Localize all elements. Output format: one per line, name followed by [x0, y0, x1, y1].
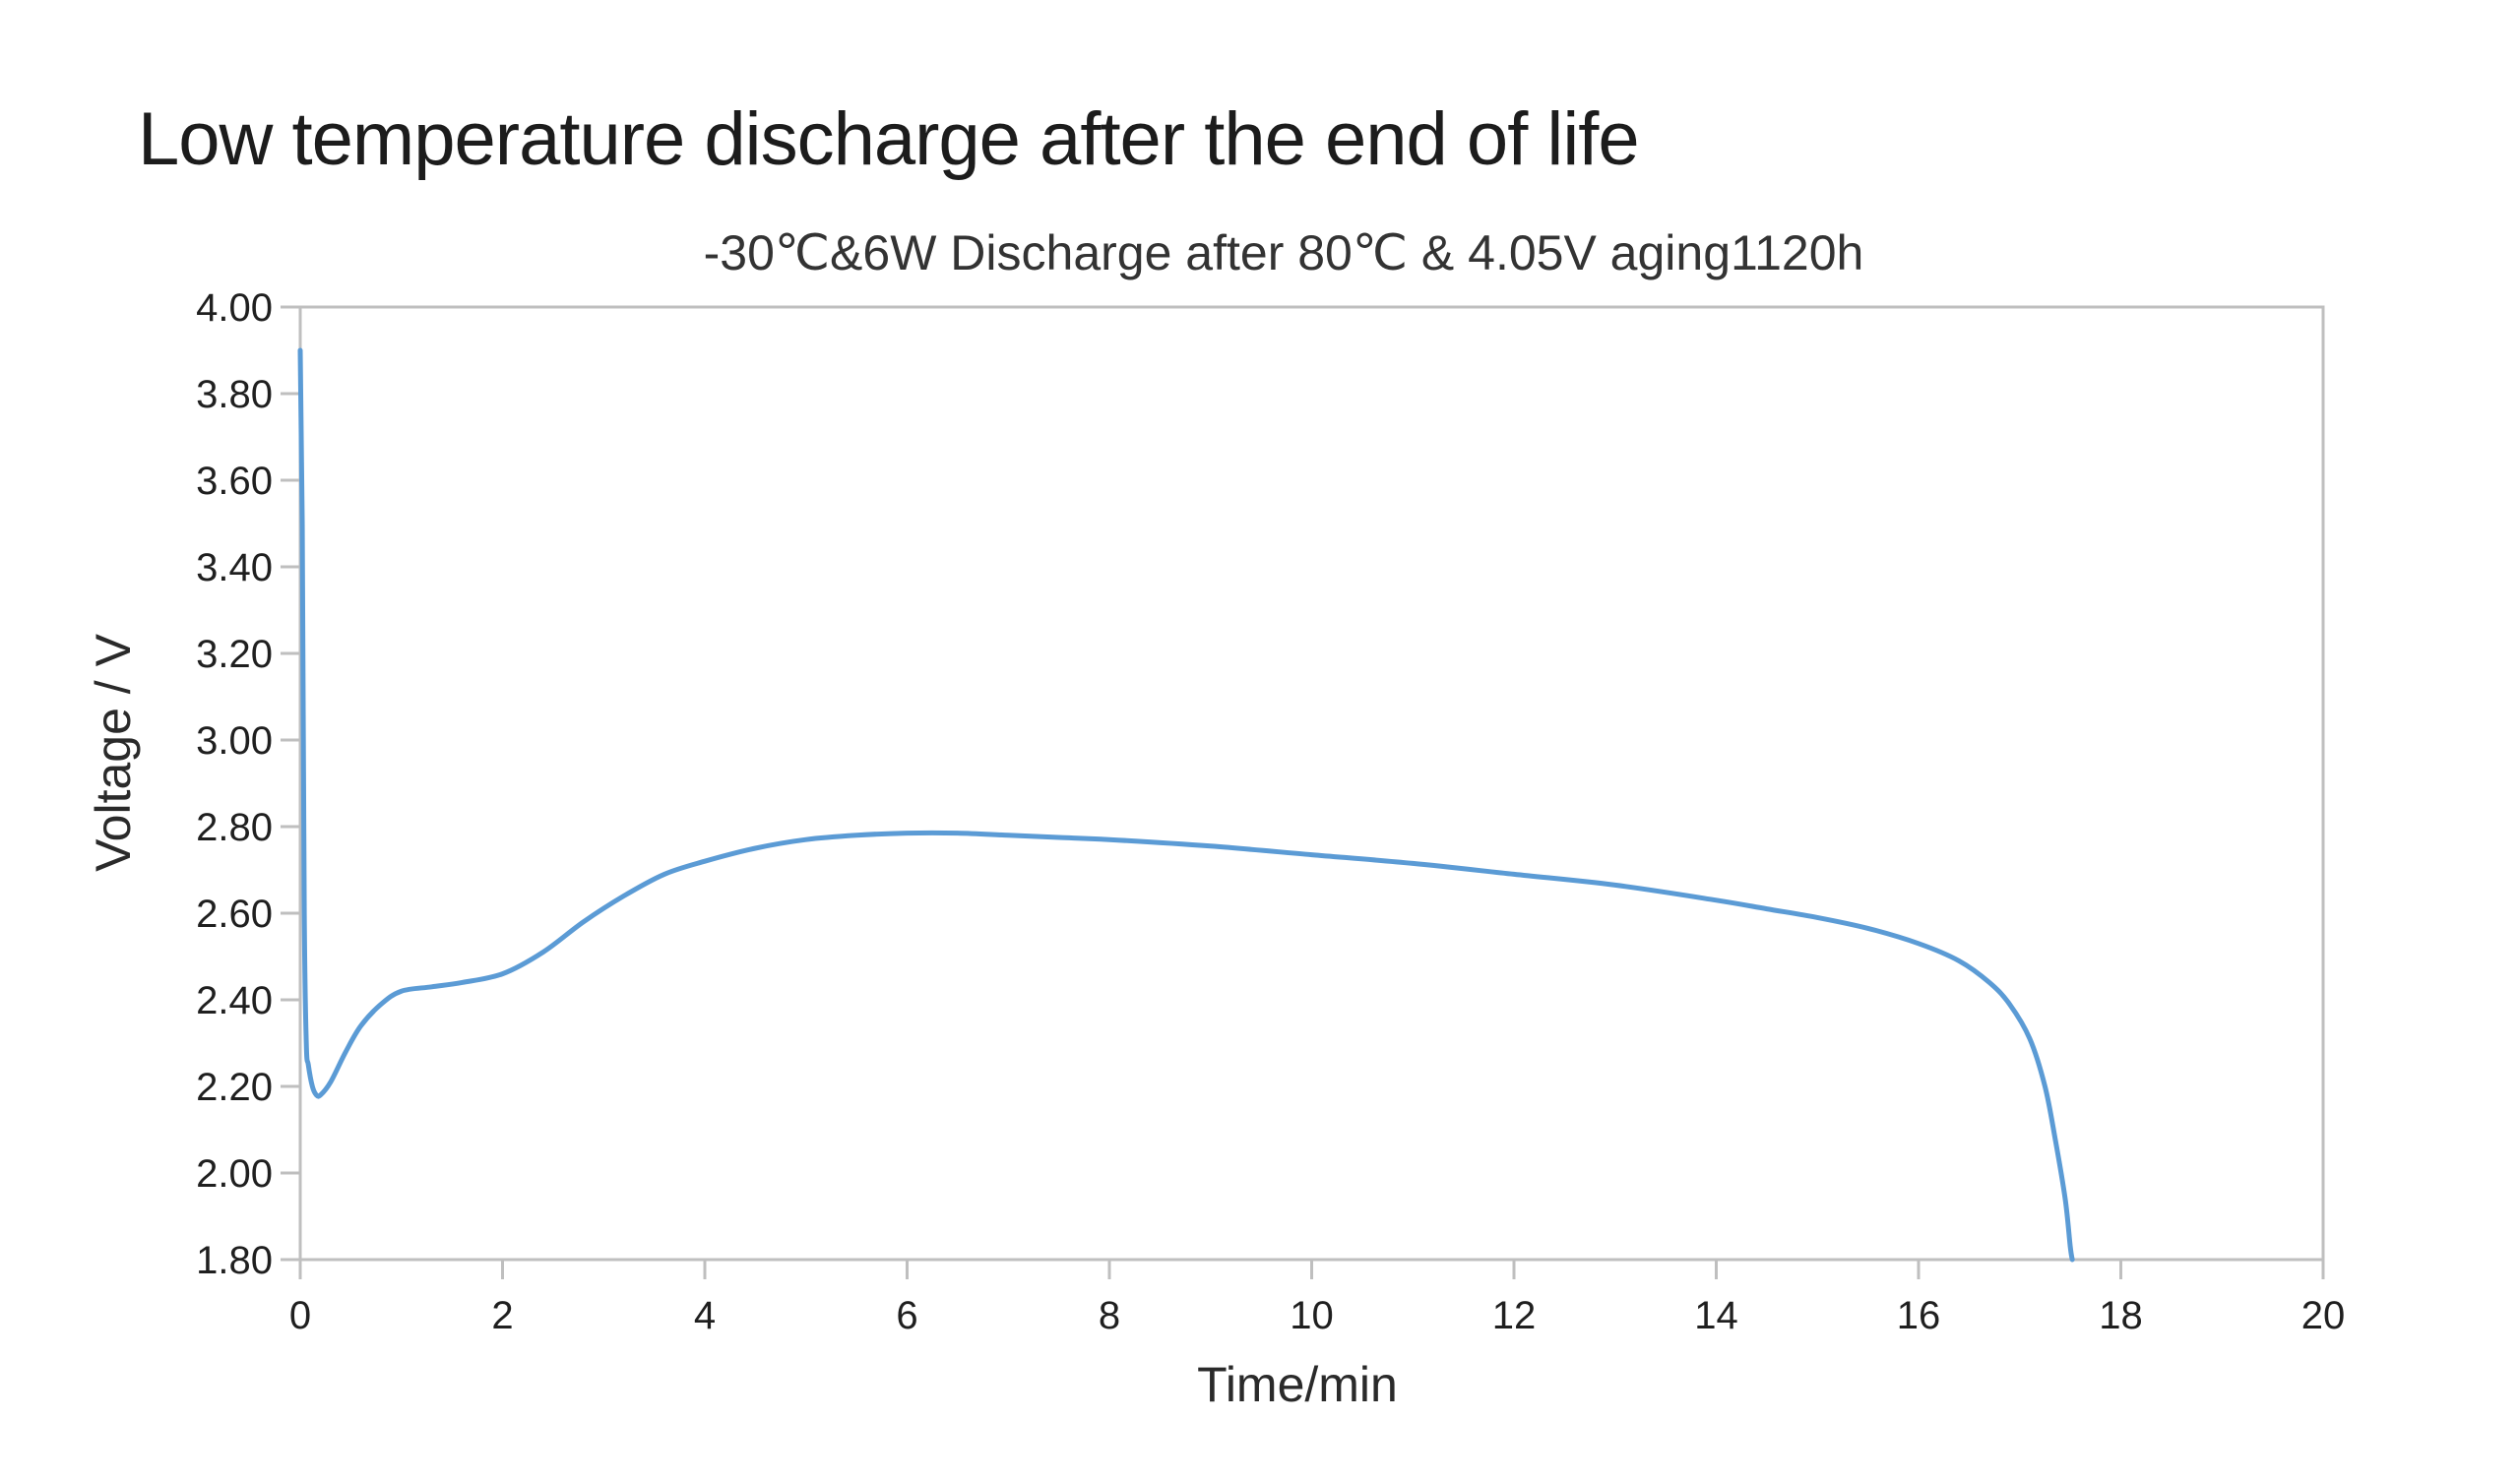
x-tick-label: 20 — [2301, 1294, 2346, 1337]
y-tick-label: 1.80 — [196, 1239, 273, 1282]
x-tick-label: 14 — [1694, 1294, 1738, 1337]
y-tick-label: 3.40 — [196, 546, 273, 589]
y-tick-label: 2.00 — [196, 1152, 273, 1196]
plot-area-border — [298, 305, 2325, 1262]
chart-title: -30℃&6W Discharge after 80℃ & 4.05V agin… — [704, 225, 1864, 280]
y-tick-label: 3.00 — [196, 719, 273, 763]
x-tick-label: 2 — [491, 1294, 513, 1337]
x-tick-label: 4 — [694, 1294, 716, 1337]
y-axis-title: Voltage / V — [86, 633, 141, 871]
x-tick-label: 6 — [896, 1294, 917, 1337]
x-tick-label: 0 — [289, 1294, 311, 1337]
x-tick-label: 8 — [1099, 1294, 1120, 1337]
y-tick-label: 4.00 — [196, 286, 273, 330]
x-tick-label: 18 — [2099, 1294, 2143, 1337]
y-tick-label: 3.60 — [196, 460, 273, 503]
voltage-series-line — [297, 347, 2075, 1263]
x-tick-label: 12 — [1492, 1294, 1537, 1337]
y-axis: 1.80 2.00 2.20 2.40 2.60 2.80 3.00 3.20 3.40 3.60… — [196, 286, 300, 1282]
y-tick-label: 2.60 — [196, 893, 273, 936]
y-tick-label: 2.80 — [196, 806, 273, 849]
series-layer — [297, 347, 2075, 1263]
y-tick-label: 2.40 — [196, 979, 273, 1022]
y-tick-label: 3.20 — [196, 633, 273, 676]
y-tick-label: 2.20 — [196, 1066, 273, 1109]
x-axis: 0 2 4 6 8 10 12 14 16 18 20 — [289, 1260, 2345, 1337]
x-tick-label: 10 — [1290, 1294, 1334, 1337]
y-tick-label: 3.80 — [196, 373, 273, 416]
x-tick-label: 16 — [1897, 1294, 1941, 1337]
x-axis-title: Time/min — [1197, 1357, 1398, 1412]
page-title: Low temperature discharge after the end … — [138, 97, 1640, 181]
